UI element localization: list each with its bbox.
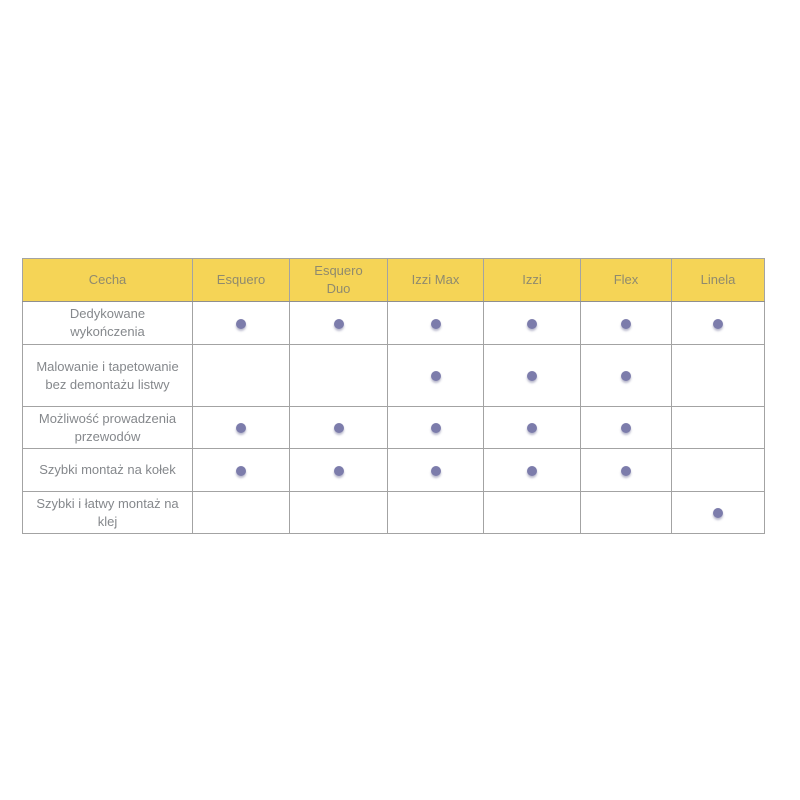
column-header-izzi: Izzi [483, 258, 581, 302]
feature-supported-dot-icon [713, 508, 723, 519]
header-row: Cecha Esquero Esquero Duo Izzi Max Izzi … [22, 258, 765, 302]
feature-cell: Malowanie i tapetowanie bez demontażu li… [22, 344, 193, 407]
feature-supported-dot-icon [527, 465, 537, 476]
feature-supported-dot-icon [527, 318, 537, 329]
column-header-esquero: Esquero [192, 258, 290, 302]
comparison-table: Cecha Esquero Esquero Duo Izzi Max Izzi … [22, 258, 765, 534]
value-cell [671, 344, 765, 407]
value-cell [192, 491, 290, 534]
value-cell [580, 301, 672, 345]
value-cell [671, 491, 765, 534]
feature-supported-dot-icon [333, 318, 344, 329]
value-cell [580, 344, 672, 407]
value-cell [289, 491, 388, 534]
feature-supported-dot-icon [430, 318, 441, 329]
table-row: Malowanie i tapetowanie bez demontażu li… [22, 344, 765, 407]
value-cell [483, 344, 581, 407]
table-row: Szybki i łatwy montaż na klej [22, 491, 765, 534]
table-body: Dedykowane wykończenia Malowanie i tapeto… [22, 301, 765, 534]
feature-cell: Szybki montaż na kołek [22, 448, 193, 492]
value-cell [387, 301, 484, 345]
value-cell [289, 344, 388, 407]
value-cell [671, 448, 765, 492]
table-row: Możliwość prowadzenia przewodów [22, 406, 765, 449]
value-cell [387, 344, 484, 407]
value-cell [483, 448, 581, 492]
feature-supported-dot-icon [621, 423, 631, 434]
value-cell [483, 491, 581, 534]
feature-supported-dot-icon [621, 318, 631, 329]
feature-supported-dot-icon [236, 465, 246, 476]
value-cell [289, 301, 388, 345]
feature-cell: Szybki i łatwy montaż na klej [22, 491, 193, 534]
feature-supported-dot-icon [236, 423, 246, 434]
feature-supported-dot-icon [527, 371, 537, 382]
table-row: Szybki montaż na kołek [22, 448, 765, 492]
table-row: Dedykowane wykończenia [22, 301, 765, 345]
value-cell [671, 301, 765, 345]
feature-supported-dot-icon [333, 465, 344, 476]
feature-supported-dot-icon [527, 423, 537, 434]
value-cell [483, 406, 581, 449]
column-header-izzi-max: Izzi Max [387, 258, 484, 302]
feature-supported-dot-icon [621, 465, 631, 476]
value-cell [289, 448, 388, 492]
table-header: Cecha Esquero Esquero Duo Izzi Max Izzi … [22, 258, 765, 302]
column-header-esquero-duo: Esquero Duo [289, 258, 388, 302]
feature-cell: Dedykowane wykończenia [22, 301, 193, 345]
value-cell [387, 406, 484, 449]
value-cell [671, 406, 765, 449]
comparison-table-container: Cecha Esquero Esquero Duo Izzi Max Izzi … [22, 258, 765, 534]
feature-supported-dot-icon [333, 423, 344, 434]
value-cell [387, 448, 484, 492]
feature-supported-dot-icon [713, 318, 723, 329]
feature-supported-dot-icon [430, 465, 441, 476]
column-header-cecha: Cecha [22, 258, 193, 302]
column-header-flex: Flex [580, 258, 672, 302]
column-header-linela: Linela [671, 258, 765, 302]
feature-supported-dot-icon [621, 371, 631, 382]
value-cell [580, 491, 672, 534]
value-cell [580, 448, 672, 492]
feature-cell: Możliwość prowadzenia przewodów [22, 406, 193, 449]
value-cell [192, 344, 290, 407]
feature-supported-dot-icon [430, 371, 441, 382]
value-cell [192, 301, 290, 345]
value-cell [387, 491, 484, 534]
value-cell [192, 406, 290, 449]
value-cell [289, 406, 388, 449]
value-cell [483, 301, 581, 345]
feature-supported-dot-icon [236, 318, 246, 329]
feature-supported-dot-icon [430, 423, 441, 434]
value-cell [192, 448, 290, 492]
value-cell [580, 406, 672, 449]
